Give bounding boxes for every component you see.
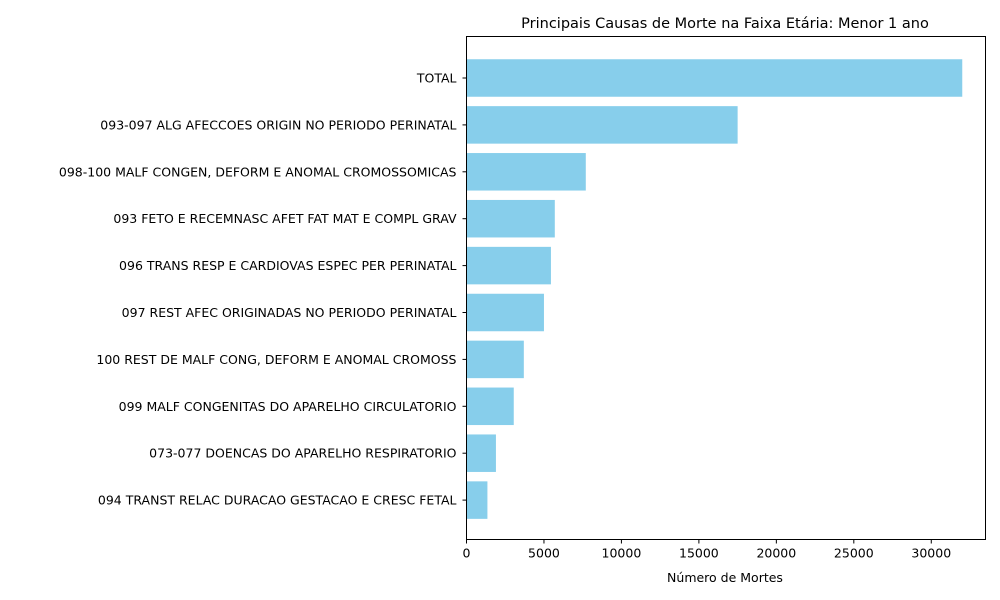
- bar: [466, 246, 551, 285]
- x-tick-label: 0: [463, 546, 471, 561]
- x-axis-ticks: 0 5000 10000 15000 20000 25000 30000: [463, 539, 951, 561]
- x-axis-label: Número de Mortes: [667, 570, 783, 585]
- bar: [466, 387, 514, 426]
- bar: [466, 481, 488, 519]
- category-label: 098-100 MALF CONGEN, DEFORM E ANOMAL CRO…: [59, 164, 457, 179]
- x-tick-label: 25000: [834, 546, 874, 561]
- category-label: 094 TRANST RELAC DURACAO GESTACAO E CRES…: [98, 493, 457, 508]
- bar: [466, 59, 963, 97]
- bar: [466, 199, 555, 238]
- bar: [466, 153, 586, 191]
- x-tick-label: 5000: [528, 546, 560, 561]
- plot-frame: [466, 36, 986, 540]
- bar: [466, 293, 544, 332]
- category-label: 093 FETO E RECEMNASC AFET FAT MAT E COMP…: [113, 211, 457, 226]
- category-label: TOTAL: [416, 71, 457, 86]
- x-tick-label: 30000: [911, 546, 951, 561]
- category-label: 099 MALF CONGENITAS DO APARELHO CIRCULAT…: [119, 399, 457, 414]
- chart-title: Principais Causas de Morte na Faixa Etár…: [521, 16, 929, 32]
- bar: [466, 106, 738, 144]
- category-label: 093-097 ALG AFECCOES ORIGIN NO PERIODO P…: [100, 117, 456, 132]
- bar: [466, 340, 524, 379]
- category-label: 073-077 DOENCAS DO APARELHO RESPIRATORIO: [149, 446, 456, 461]
- category-label: 097 REST AFEC ORIGINADAS NO PERIODO PERI…: [122, 305, 457, 320]
- x-tick-label: 10000: [602, 546, 642, 561]
- category-label: 100 REST DE MALF CONG, DEFORM E ANOMAL C…: [96, 352, 456, 367]
- x-tick-label: 20000: [756, 546, 796, 561]
- category-labels: TOTAL 093-097 ALG AFECCOES ORIGIN NO PERI…: [59, 71, 467, 508]
- bar: [466, 434, 496, 472]
- category-label: 096 TRANS RESP E CARDIOVAS ESPEC PER PER…: [119, 258, 456, 273]
- bars: [466, 59, 963, 519]
- x-tick-label: 15000: [679, 546, 719, 561]
